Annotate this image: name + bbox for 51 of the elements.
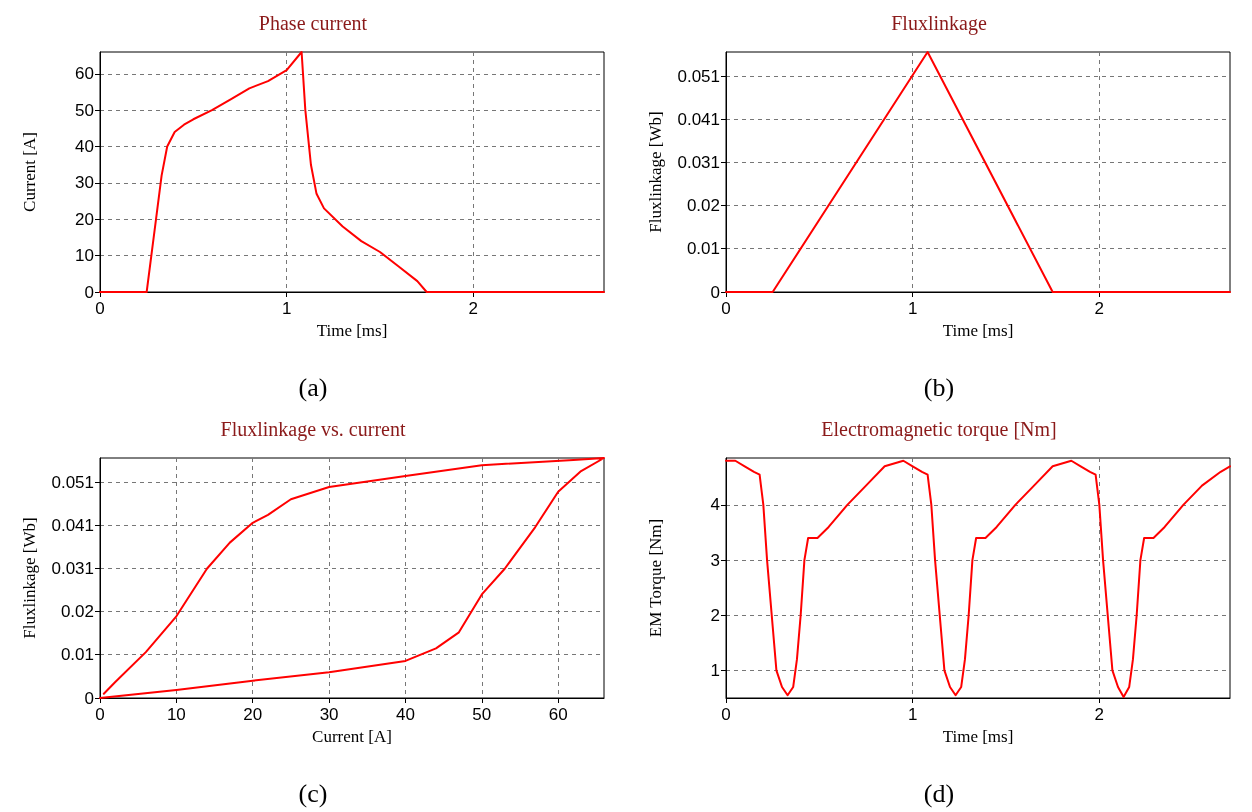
x-tick-label: 1 <box>907 299 918 318</box>
y-tick-label: 40 <box>75 137 94 157</box>
x-tick-label: 2 <box>468 299 479 318</box>
chart-title: Phase current <box>258 12 368 34</box>
y-tick-label: 0 <box>84 282 94 302</box>
y-axis-title: Fluxlinkage [Wb] <box>646 111 665 233</box>
y-tick-label: 3 <box>710 550 720 570</box>
y-tick-label: 30 <box>75 173 94 193</box>
y-tick-label: 0.041 <box>51 515 94 535</box>
x-axis-title: Time [ms] <box>316 320 388 340</box>
y-tick-label: 1 <box>710 660 720 680</box>
y-axis-title: Fluxlinkage [Wb] <box>20 517 39 639</box>
chart-title: Fluxlinkage <box>891 12 987 35</box>
text: (c) <box>298 778 328 808</box>
x-tick-label: 2 <box>1094 299 1105 318</box>
x-tick-label: 1 <box>281 299 292 318</box>
x-tick-label: 30 <box>319 705 339 724</box>
y-tick-label: 0.051 <box>677 66 720 86</box>
x-axis-title: Time [ms] <box>942 726 1014 746</box>
y-tick-label: 0.01 <box>686 239 720 259</box>
y-tick-label: 4 <box>710 495 720 515</box>
x-tick-label: 1 <box>907 705 918 724</box>
x-axis-title: Current [A] <box>312 726 392 746</box>
x-tick-label: 50 <box>472 705 492 724</box>
y-axis-title: Current [A] <box>20 132 39 212</box>
y-tick-label: 0 <box>84 688 94 708</box>
y-tick-label: 60 <box>75 64 94 84</box>
text: (b) <box>923 372 955 402</box>
x-tick-label: 60 <box>548 705 568 724</box>
y-tick-label: 0.01 <box>60 645 94 665</box>
y-tick-label: 0.02 <box>686 196 720 216</box>
y-tick-label: 0.02 <box>60 602 94 622</box>
chart-title: Electromagnetic torque [Nm] <box>821 418 1057 441</box>
y-tick-label: 0 <box>710 282 720 302</box>
text: (a) <box>298 372 328 402</box>
chart-title: Fluxlinkage vs. current <box>220 418 406 441</box>
y-tick-label: 0.031 <box>51 558 94 578</box>
text: (d) <box>923 778 955 808</box>
y-tick-label: 0.031 <box>677 152 720 172</box>
y-tick-label: 2 <box>710 605 720 625</box>
y-axis-title: EM Torque [Nm] <box>646 518 665 638</box>
x-tick-label: 40 <box>395 705 415 724</box>
y-tick-label: 20 <box>75 209 94 229</box>
x-tick-label: 20 <box>243 705 263 724</box>
y-tick-label: 50 <box>75 100 94 120</box>
x-tick-label: 2 <box>1094 705 1105 724</box>
y-tick-label: 0.041 <box>677 109 720 129</box>
x-tick-label: 10 <box>166 705 186 724</box>
y-tick-label: 0.051 <box>51 472 94 492</box>
x-axis-title: Time [ms] <box>942 320 1014 340</box>
y-tick-label: 10 <box>75 246 94 266</box>
